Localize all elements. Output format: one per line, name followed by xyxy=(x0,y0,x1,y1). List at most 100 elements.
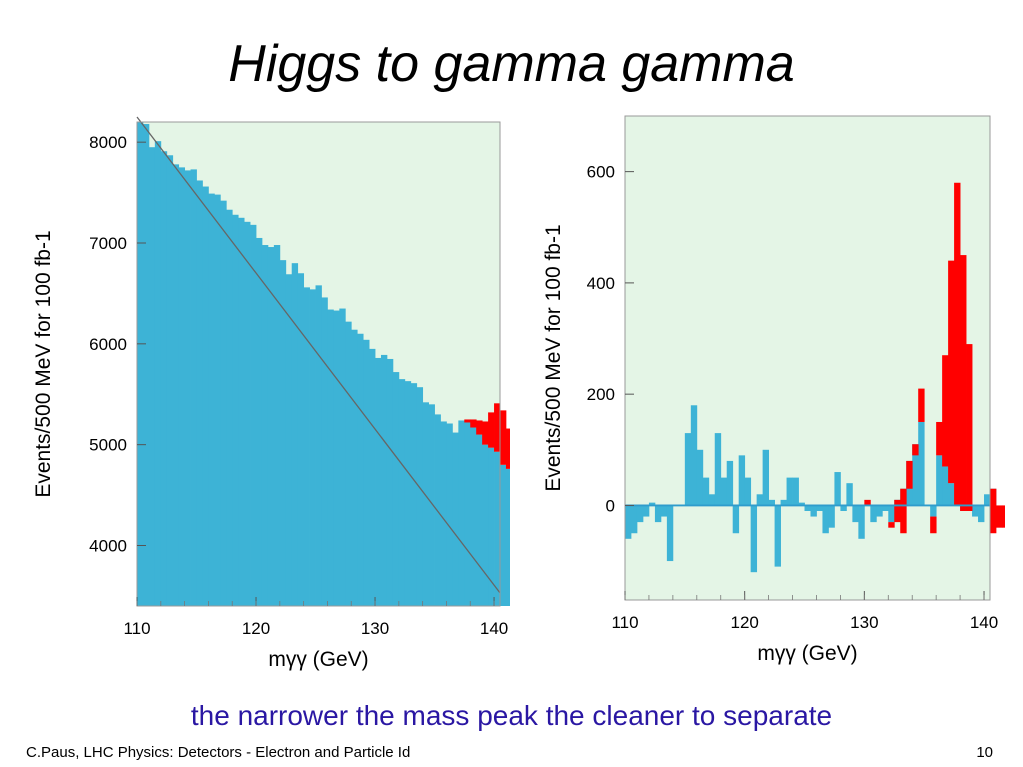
y-tick-label: 7000 xyxy=(89,234,127,253)
chart-background-subtracted-svg: 110 120 130 140 0 200 400 600 mγγ (GeV) Events/50… xyxy=(542,115,1005,665)
histogram-bar xyxy=(452,432,459,606)
histogram-bar xyxy=(505,468,510,606)
histogram-bar xyxy=(780,499,787,506)
histogram-bar xyxy=(375,357,382,606)
histogram-bar xyxy=(768,499,775,506)
fit-line xyxy=(136,116,501,594)
histogram-bar xyxy=(882,505,889,511)
histogram-bar xyxy=(410,383,418,606)
signal-bar xyxy=(894,499,901,523)
slide-caption: the narrower the mass peak the cleaner t… xyxy=(190,700,833,731)
y-tick-label: 600 xyxy=(587,163,615,182)
signal-bar xyxy=(494,403,501,452)
histogram-bar xyxy=(184,170,191,606)
histogram-bar xyxy=(690,405,698,506)
x-tick-label: 110 xyxy=(123,619,150,638)
signal-bar xyxy=(990,488,997,534)
histogram-bar xyxy=(834,472,841,506)
histogram-bar xyxy=(380,354,388,606)
histogram-bar xyxy=(256,237,263,606)
histogram-bar xyxy=(942,466,949,506)
histogram-bar xyxy=(630,505,638,534)
histogram-bar xyxy=(930,505,937,517)
histogram-bar xyxy=(500,464,507,606)
histogram-bar xyxy=(321,297,328,606)
histogram-bar xyxy=(220,200,227,606)
footer-text: C.Paus, LHC Physics: Detectors - Electro… xyxy=(26,744,411,761)
histogram-bar xyxy=(822,505,829,534)
signal-bar xyxy=(936,421,943,456)
histogram-bar xyxy=(363,339,370,606)
histogram-bar xyxy=(273,245,281,606)
signal-bar xyxy=(900,488,907,534)
histogram-bar xyxy=(918,421,925,506)
signal-bar xyxy=(948,260,955,484)
histogram-bar xyxy=(327,309,334,606)
histogram-bar xyxy=(494,451,501,606)
plot-frame xyxy=(624,115,991,601)
histogram-bar xyxy=(762,449,770,506)
chart-background-subtracted: 110 120 130 140 0 200 400 600 mγγ (GeV) Events/50… xyxy=(535,110,1005,680)
histogram-bar xyxy=(190,169,197,606)
histogram-bar xyxy=(816,505,823,511)
x-axis-label: mγγ (GeV) xyxy=(268,648,368,671)
y-tick-label: 400 xyxy=(587,274,615,293)
histogram-bar xyxy=(726,460,734,506)
signal-bar xyxy=(482,421,489,445)
signal-bar xyxy=(470,419,477,428)
histogram-bar xyxy=(315,285,322,606)
signal-bar xyxy=(505,428,510,469)
signal-bar xyxy=(966,344,973,511)
histogram-bar xyxy=(166,155,174,606)
histogram-bar xyxy=(798,502,805,506)
signal-bar xyxy=(942,355,949,467)
x-tick-label: 130 xyxy=(850,613,878,632)
histogram-bar xyxy=(261,245,269,606)
histogram-bar xyxy=(750,505,758,573)
histogram-bar xyxy=(160,151,168,606)
histogram-bar xyxy=(345,321,352,606)
histogram-bar xyxy=(720,477,728,506)
histogram-bar xyxy=(309,289,316,606)
histogram-bar xyxy=(202,186,209,606)
histogram-bar xyxy=(636,505,644,523)
signal-bar xyxy=(1001,505,1005,528)
histogram-bar xyxy=(303,287,310,606)
histogram-bar xyxy=(482,444,489,606)
histogram-bar xyxy=(440,421,447,606)
histogram-bar xyxy=(178,167,186,606)
histogram-bar xyxy=(172,164,180,606)
histogram-bar xyxy=(458,420,465,606)
signal-bar xyxy=(960,255,967,511)
page-number: 10 xyxy=(976,744,993,761)
histogram-bar xyxy=(846,483,853,506)
histogram-bar xyxy=(369,348,376,606)
x-axis-label: mγγ (GeV) xyxy=(757,642,857,665)
signal-bar xyxy=(918,388,925,422)
histogram-bar xyxy=(792,477,799,506)
signal-bar xyxy=(906,460,913,489)
x-tick-label: 140 xyxy=(480,619,508,638)
signal-bar xyxy=(912,444,919,456)
signal-bar xyxy=(476,420,483,435)
histogram-bar xyxy=(660,505,668,517)
histogram-bar xyxy=(291,263,299,606)
histogram-bar xyxy=(470,427,477,606)
histogram-bar xyxy=(756,494,764,506)
x-tick-label: 140 xyxy=(970,613,998,632)
histogram-bar xyxy=(398,379,406,606)
histogram-bar xyxy=(978,505,985,523)
y-tick-label: 0 xyxy=(606,496,615,515)
signal-bar xyxy=(464,419,471,423)
y-tick-label: 200 xyxy=(587,385,615,404)
histogram-bar xyxy=(386,358,394,606)
histogram-bar xyxy=(648,502,656,506)
histogram-bar xyxy=(804,505,811,511)
histogram-bar xyxy=(285,274,293,606)
histogram-bar xyxy=(214,194,221,606)
histogram-bar xyxy=(858,505,865,539)
histogram-bar xyxy=(244,221,251,606)
histogram-bar xyxy=(876,505,883,517)
histogram-bar xyxy=(642,505,650,517)
histogram-bar xyxy=(137,122,144,606)
